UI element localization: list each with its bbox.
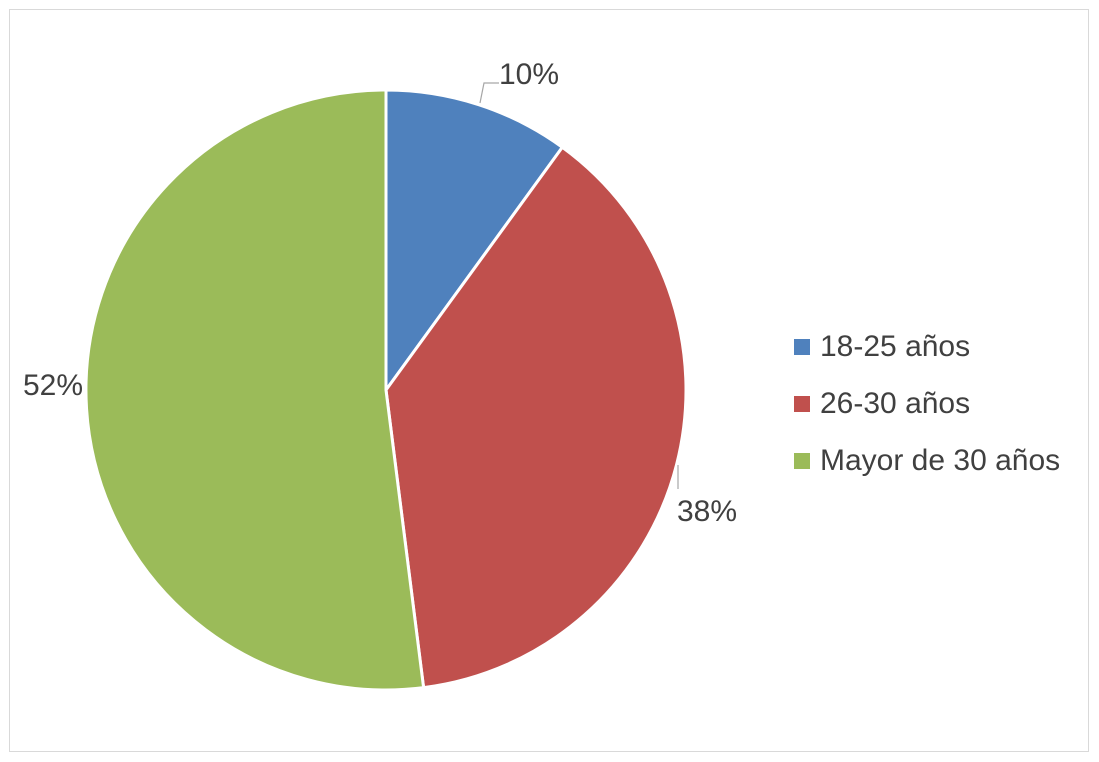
data-label-2: 38% [677, 495, 737, 528]
legend-label: Mayor de 30 años [820, 443, 1061, 477]
legend-item-1: 18-25 años [794, 318, 1060, 375]
chart-area: 10% 38% 52% 18-25 años 26-30 años Mayor de 3… [9, 9, 1089, 752]
pie-chart: 10% 38% 52% [23, 58, 737, 692]
legend: 18-25 años 26-30 años Mayor de 30 años [794, 318, 1060, 489]
legend-swatch [794, 395, 810, 412]
legend-label: 26-30 años [820, 386, 971, 420]
pie-slice-2 [384, 145, 688, 690]
legend-item-3: Mayor de 30 años [794, 432, 1060, 489]
legend-label: 18-25 años [820, 329, 971, 363]
legend-item-2: 26-30 años [794, 375, 1060, 432]
pie-slice-3 [84, 88, 426, 692]
data-label-1: 10% [499, 58, 559, 91]
data-label-3: 52% [23, 369, 83, 402]
legend-swatch [794, 338, 810, 355]
pie-slice-1 [384, 88, 564, 392]
leader-line-1 [479, 82, 499, 104]
legend-swatch [794, 452, 810, 469]
